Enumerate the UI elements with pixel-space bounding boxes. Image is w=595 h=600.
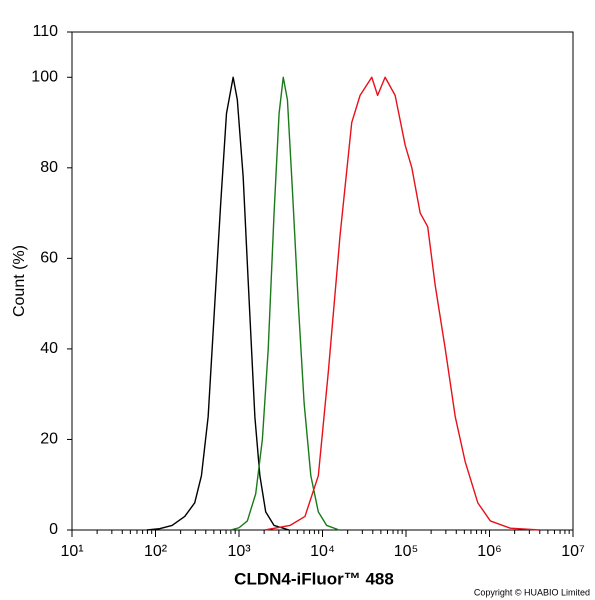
histogram-line: [146, 76, 290, 531]
y-tick-label: 100: [31, 68, 58, 85]
plot-frame: [71, 31, 574, 531]
y-tick-label: 20: [40, 431, 58, 448]
y-tick-label: 60: [40, 250, 58, 267]
y-tick-label: 40: [40, 340, 58, 357]
y-axis-label: Count (%): [11, 245, 28, 317]
y-tick-label: 80: [40, 159, 58, 176]
y-tick-label: 110: [32, 23, 58, 40]
x-tick-label: 10⁴: [310, 543, 335, 560]
x-tick-label: 10²: [144, 543, 168, 560]
x-tick-label: 10¹: [60, 543, 83, 560]
x-axis-label: CLDN4-iFluor™ 488: [234, 569, 394, 588]
copyright: Copyright © HUABIO Limited: [474, 587, 590, 597]
x-tick-label: 10⁵: [394, 543, 418, 560]
x-tick-label: 10⁶: [477, 543, 501, 560]
y-tick-label: 0: [49, 521, 58, 538]
x-tick-label: 10⁷: [561, 543, 585, 560]
histogram-line: [230, 76, 340, 531]
x-tick-label: 10³: [227, 543, 251, 560]
histogram-line: [264, 76, 540, 531]
